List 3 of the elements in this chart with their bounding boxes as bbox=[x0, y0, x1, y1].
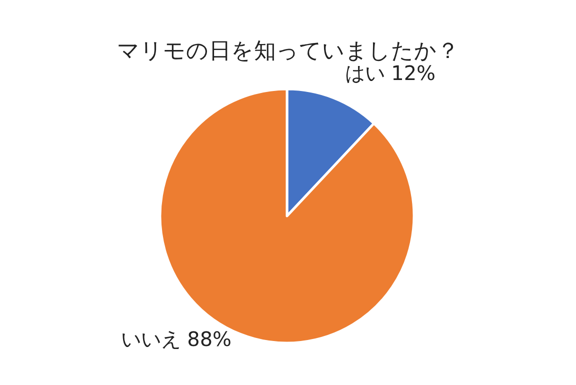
slice-label: いいえ 88% bbox=[120, 326, 232, 351]
slice-label: はい 12% bbox=[344, 61, 436, 86]
chart-title: マリモの日を知っていましたか？ bbox=[117, 39, 459, 64]
